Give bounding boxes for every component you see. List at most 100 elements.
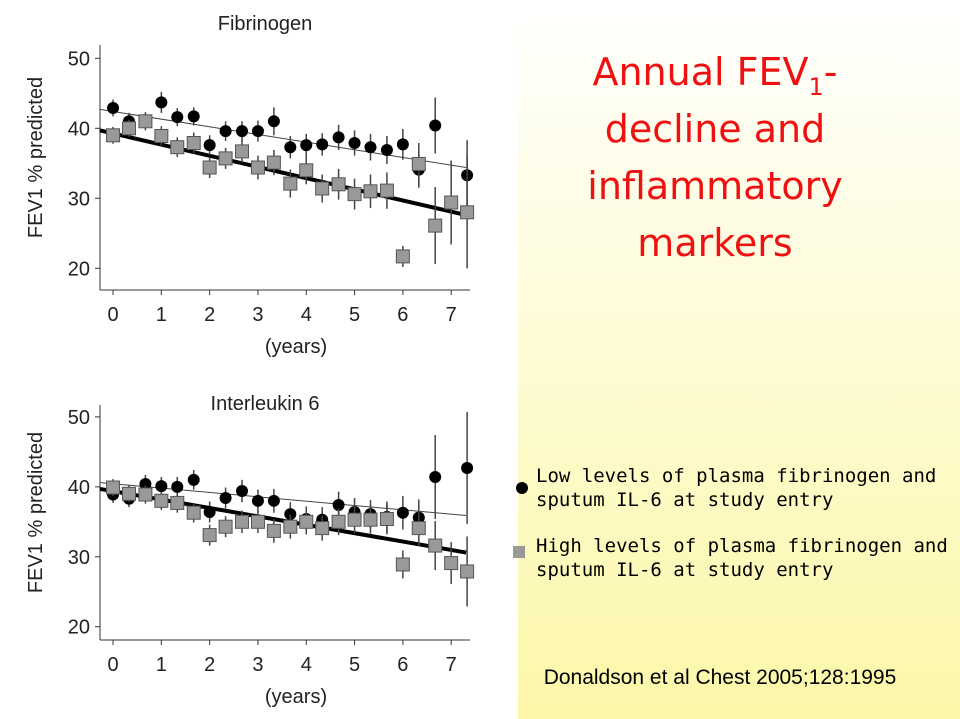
point bbox=[284, 508, 297, 521]
y-tick-label: 40 bbox=[68, 477, 90, 499]
point bbox=[267, 494, 280, 507]
point bbox=[299, 163, 314, 178]
point bbox=[444, 195, 459, 210]
title-part: - bbox=[824, 50, 838, 94]
x-tick-label: 5 bbox=[349, 304, 360, 326]
point bbox=[379, 183, 394, 198]
x-axis-label: (years) bbox=[265, 336, 327, 358]
x-tick-label: 1 bbox=[156, 304, 167, 326]
point bbox=[379, 512, 394, 527]
point bbox=[236, 125, 249, 138]
point bbox=[107, 102, 120, 114]
point bbox=[300, 139, 313, 152]
point bbox=[251, 125, 264, 138]
x-tick-label: 2 bbox=[204, 654, 215, 676]
y-tick-label: 50 bbox=[68, 407, 90, 429]
point bbox=[202, 528, 217, 543]
slide-title-line: decline and bbox=[605, 107, 826, 151]
x-tick-label: 3 bbox=[252, 654, 263, 676]
point bbox=[219, 125, 232, 138]
point bbox=[187, 110, 200, 123]
point bbox=[170, 495, 185, 510]
legend-marker bbox=[516, 482, 528, 494]
y-tick-label: 40 bbox=[68, 118, 90, 140]
point bbox=[460, 205, 475, 220]
slide-title-line: markers bbox=[637, 221, 792, 265]
point bbox=[171, 480, 184, 493]
point bbox=[235, 514, 250, 529]
point bbox=[154, 129, 169, 143]
x-tick-label: 2 bbox=[204, 304, 215, 326]
point bbox=[203, 506, 216, 519]
x-tick-label: 0 bbox=[107, 304, 118, 326]
citation: Donaldson et al Chest 2005;128:1995 bbox=[544, 666, 897, 689]
legend-text: Low levels of plasma fibrinogen and bbox=[536, 465, 936, 487]
point bbox=[331, 177, 346, 192]
point bbox=[250, 514, 265, 529]
y-tick-label: 20 bbox=[68, 258, 90, 280]
point bbox=[283, 176, 298, 191]
legend-text: High levels of plasma fibrinogen and bbox=[536, 535, 948, 557]
point bbox=[283, 519, 298, 534]
chart-panel bbox=[0, 0, 518, 719]
y-tick-label: 30 bbox=[68, 188, 90, 210]
point bbox=[236, 485, 249, 498]
x-tick-label: 6 bbox=[397, 304, 408, 326]
point bbox=[429, 119, 442, 132]
point bbox=[363, 184, 378, 199]
point bbox=[138, 487, 153, 502]
x-tick-label: 7 bbox=[446, 654, 457, 676]
point bbox=[363, 512, 378, 527]
point bbox=[155, 480, 168, 493]
point bbox=[203, 139, 216, 152]
point bbox=[461, 461, 474, 474]
legend-text: sputum IL-6 at study entry bbox=[536, 559, 833, 581]
point bbox=[251, 494, 264, 507]
point bbox=[460, 564, 475, 579]
point bbox=[218, 151, 233, 166]
point bbox=[364, 141, 377, 154]
point bbox=[429, 471, 442, 484]
point bbox=[347, 512, 362, 527]
point bbox=[202, 160, 217, 175]
chart-title: Fibrinogen bbox=[218, 13, 313, 35]
point bbox=[155, 96, 168, 109]
x-tick-label: 0 bbox=[107, 654, 118, 676]
point bbox=[186, 136, 201, 150]
point bbox=[315, 181, 330, 196]
y-axis-label: FEV1 % predicted bbox=[25, 77, 47, 238]
point bbox=[315, 521, 330, 536]
y-tick-label: 20 bbox=[68, 617, 90, 639]
trend-line bbox=[99, 108, 467, 168]
point bbox=[218, 519, 233, 534]
point bbox=[380, 144, 393, 156]
point bbox=[266, 155, 281, 170]
point bbox=[186, 505, 201, 520]
point bbox=[266, 523, 281, 538]
point bbox=[170, 140, 185, 155]
title-subscript: 1 bbox=[809, 73, 824, 101]
point bbox=[106, 480, 121, 495]
point bbox=[332, 499, 345, 512]
point bbox=[428, 218, 443, 233]
point bbox=[106, 128, 121, 143]
y-axis-label: FEV1 % predicted bbox=[25, 432, 47, 593]
y-tick-label: 30 bbox=[68, 547, 90, 569]
point bbox=[284, 141, 297, 154]
point bbox=[396, 506, 409, 519]
point bbox=[138, 114, 153, 129]
point bbox=[139, 478, 152, 491]
point bbox=[348, 137, 361, 149]
point bbox=[219, 492, 232, 505]
point bbox=[444, 556, 459, 571]
x-tick-label: 6 bbox=[397, 654, 408, 676]
x-axis-label: (years) bbox=[265, 686, 327, 708]
point bbox=[396, 138, 409, 151]
y-tick-label: 50 bbox=[68, 48, 90, 70]
x-tick-label: 1 bbox=[156, 654, 167, 676]
legend-marker bbox=[513, 546, 525, 558]
point bbox=[121, 121, 136, 136]
point bbox=[121, 486, 136, 501]
x-tick-label: 7 bbox=[446, 304, 457, 326]
